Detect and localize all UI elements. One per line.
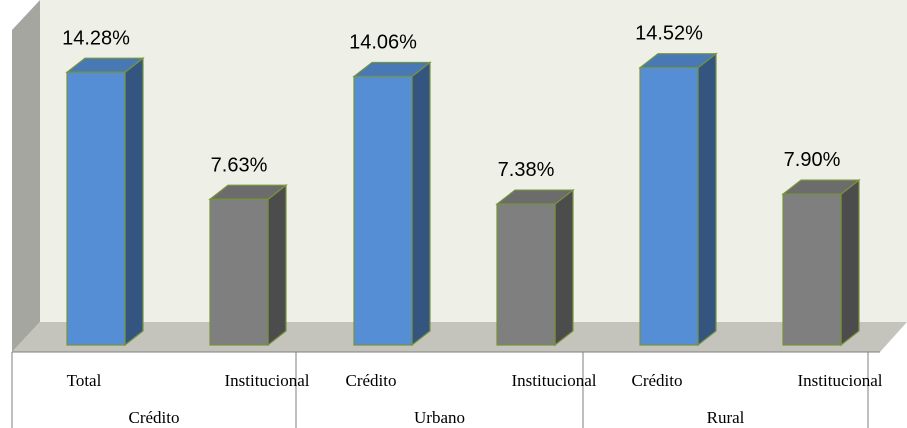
bar-front bbox=[782, 193, 842, 346]
data-label: 7.90% bbox=[784, 149, 841, 171]
category-label: Total bbox=[67, 371, 102, 390]
bar-side bbox=[411, 61, 431, 347]
bar-front bbox=[496, 203, 556, 346]
bar bbox=[781, 178, 861, 347]
category-label: Crédito bbox=[346, 371, 397, 390]
group-label: Rural bbox=[707, 408, 745, 427]
data-label: 14.06% bbox=[349, 31, 417, 53]
data-label: 14.28% bbox=[62, 27, 130, 49]
table-lines bbox=[11, 351, 880, 428]
group-label: Urbano bbox=[414, 408, 465, 427]
bar bbox=[65, 57, 145, 347]
data-label: 7.63% bbox=[211, 154, 268, 176]
bar-side bbox=[124, 57, 144, 347]
bar bbox=[495, 188, 575, 347]
category-label: Institucional bbox=[225, 371, 310, 390]
bar-front bbox=[209, 198, 269, 346]
group-label: Crédito bbox=[129, 408, 180, 427]
back-wall bbox=[40, 0, 907, 322]
bar-front bbox=[66, 71, 126, 346]
data-label: 7.38% bbox=[498, 159, 555, 181]
bar-side bbox=[697, 52, 717, 347]
category-label: Institucional bbox=[798, 371, 883, 390]
bar-front bbox=[639, 67, 699, 346]
bar bbox=[208, 184, 288, 347]
side-wall bbox=[12, 0, 40, 352]
bar-side bbox=[267, 184, 287, 347]
bar bbox=[352, 61, 432, 347]
category-label: Crédito bbox=[632, 371, 683, 390]
bar-front bbox=[353, 75, 413, 346]
bar bbox=[638, 52, 718, 347]
data-label: 14.52% bbox=[635, 23, 703, 45]
bar-side bbox=[840, 178, 860, 347]
floor bbox=[12, 322, 907, 352]
category-label: Institucional bbox=[512, 371, 597, 390]
bar-side bbox=[554, 188, 574, 347]
